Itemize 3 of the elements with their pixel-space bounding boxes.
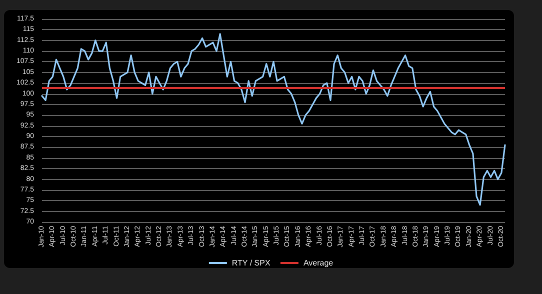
legend-label: RTY / SPX	[232, 258, 271, 268]
legend-label: Average	[303, 258, 334, 268]
line-series	[41, 33, 506, 206]
